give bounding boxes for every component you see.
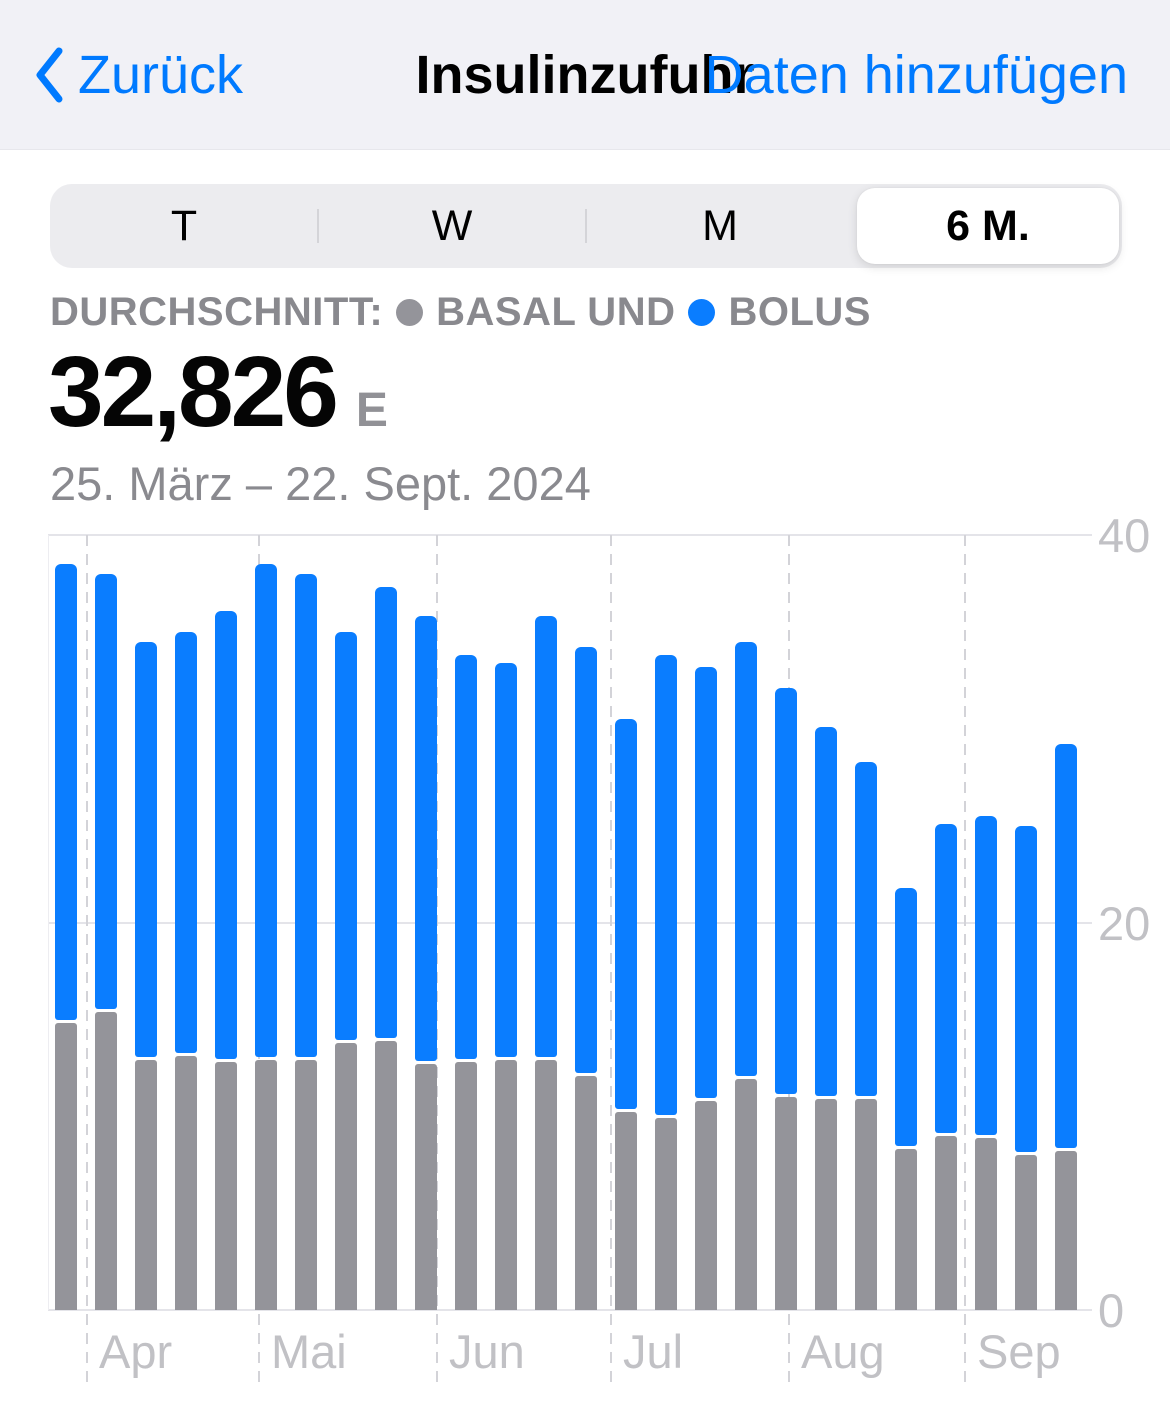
- bar-week13-basal[interactable]: [535, 1060, 557, 1310]
- bar-week5-basal[interactable]: [215, 1062, 237, 1310]
- chart-legend: DURCHSCHNITT: BASAL UND BOLUS: [50, 290, 871, 335]
- bar-week17-bolus[interactable]: [695, 666, 717, 1098]
- bolus-dot-icon: [688, 299, 716, 326]
- bar-week22-bolus[interactable]: [895, 887, 917, 1147]
- page-title: Insulinzufuhr: [415, 45, 755, 105]
- segment-separator: [585, 209, 587, 243]
- bar-week11-bolus[interactable]: [455, 655, 477, 1059]
- bar-week1-basal[interactable]: [55, 1023, 77, 1310]
- bar-week26-bolus[interactable]: [1055, 744, 1077, 1149]
- bar-week2-basal[interactable]: [95, 1011, 117, 1310]
- bar-week19-bolus[interactable]: [775, 688, 797, 1094]
- bar-week4-basal[interactable]: [175, 1056, 197, 1310]
- y-axis-label-20: 20: [1098, 896, 1151, 950]
- legend-average-label: DURCHSCHNITT:: [50, 290, 384, 334]
- average-value: 32,826: [48, 336, 339, 448]
- bar-week4-bolus[interactable]: [175, 631, 197, 1054]
- back-button-label: Zurück: [78, 45, 244, 105]
- segment-separator: [317, 209, 319, 243]
- bar-week12-basal[interactable]: [495, 1060, 517, 1310]
- month-gridline-jul: [610, 535, 612, 1382]
- bar-week6-bolus[interactable]: [255, 564, 277, 1058]
- average-unit: E: [355, 384, 388, 437]
- average-value-row: 32,826 E: [48, 340, 388, 445]
- bar-week20-basal[interactable]: [815, 1098, 837, 1310]
- bar-week18-basal[interactable]: [735, 1079, 757, 1310]
- add-data-button[interactable]: Daten hinzufügen: [704, 45, 1128, 105]
- bar-week20-bolus[interactable]: [815, 726, 837, 1096]
- bar-week21-basal[interactable]: [855, 1098, 877, 1310]
- month-gridline-sep: [964, 535, 966, 1382]
- segment-option-6m[interactable]: 6 M.: [946, 201, 1030, 250]
- bar-week1-bolus[interactable]: [55, 564, 77, 1021]
- bar-week19-basal[interactable]: [775, 1096, 797, 1310]
- bar-week7-basal[interactable]: [295, 1060, 317, 1310]
- x-axis-label-jun: Jun: [449, 1325, 525, 1378]
- bar-week25-basal[interactable]: [1015, 1155, 1037, 1310]
- bar-week15-basal[interactable]: [615, 1112, 637, 1310]
- segment-option-t[interactable]: T: [170, 201, 198, 250]
- back-button[interactable]: Zurück: [34, 0, 243, 150]
- nav-bar: Zurück Insulinzufuhr Daten hinzufügen: [0, 0, 1170, 150]
- bar-week3-basal[interactable]: [135, 1060, 157, 1310]
- bar-week6-basal[interactable]: [255, 1060, 277, 1310]
- bar-week3-bolus[interactable]: [135, 641, 157, 1058]
- bar-week16-basal[interactable]: [655, 1118, 677, 1310]
- bar-week8-basal[interactable]: [335, 1042, 357, 1310]
- bar-week5-bolus[interactable]: [215, 610, 237, 1059]
- bar-week2-bolus[interactable]: [95, 573, 117, 1009]
- segment-option-m[interactable]: M: [702, 201, 738, 250]
- bar-week10-basal[interactable]: [415, 1063, 437, 1310]
- bar-week26-basal[interactable]: [1055, 1151, 1077, 1310]
- bar-week17-basal[interactable]: [695, 1100, 717, 1310]
- y-axis-label-40: 40: [1098, 509, 1151, 562]
- basal-dot-icon: [396, 299, 424, 326]
- bar-week8-bolus[interactable]: [335, 631, 357, 1040]
- bar-week23-basal[interactable]: [935, 1135, 957, 1310]
- x-axis-label-apr: Apr: [99, 1325, 173, 1378]
- time-range-segmented-control: T W M 6 M.: [50, 184, 1122, 268]
- bar-week11-basal[interactable]: [455, 1062, 477, 1310]
- bar-week14-basal[interactable]: [575, 1075, 597, 1310]
- y-gridline-40: [48, 534, 1092, 536]
- bar-week15-bolus[interactable]: [615, 719, 637, 1110]
- bar-week7-bolus[interactable]: [295, 573, 317, 1058]
- segment-option-w[interactable]: W: [431, 201, 473, 250]
- bar-week12-bolus[interactable]: [495, 662, 517, 1058]
- x-axis-label-jul: Jul: [623, 1325, 684, 1378]
- y-axis-label-0: 0: [1098, 1284, 1125, 1337]
- bar-week13-bolus[interactable]: [535, 616, 557, 1058]
- bar-week22-basal[interactable]: [895, 1149, 917, 1310]
- bar-week9-basal[interactable]: [375, 1040, 397, 1310]
- chevron-left-icon: [34, 46, 64, 104]
- bar-week16-bolus[interactable]: [655, 655, 677, 1116]
- bar-week18-bolus[interactable]: [735, 641, 757, 1077]
- bar-week23-bolus[interactable]: [935, 823, 957, 1133]
- bar-week24-bolus[interactable]: [975, 815, 997, 1135]
- bar-week10-bolus[interactable]: [415, 616, 437, 1061]
- bar-week9-bolus[interactable]: [375, 587, 397, 1038]
- bar-week14-bolus[interactable]: [575, 647, 597, 1073]
- bar-week24-basal[interactable]: [975, 1137, 997, 1310]
- x-axis-label-sep: Sep: [977, 1325, 1061, 1378]
- plot-left-edge: [48, 535, 49, 1310]
- x-axis-label-aug: Aug: [801, 1325, 885, 1378]
- month-gridline-apr: [86, 535, 88, 1382]
- legend-basal-label: BASAL UND: [436, 290, 676, 334]
- bar-week25-bolus[interactable]: [1015, 825, 1037, 1152]
- segmented-selected-pill: [857, 188, 1119, 264]
- date-range-label: 25. März – 22. Sept. 2024: [50, 457, 591, 510]
- bar-week21-bolus[interactable]: [855, 761, 877, 1096]
- x-axis-label-mai: Mai: [271, 1325, 347, 1378]
- legend-bolus-label: BOLUS: [728, 290, 871, 334]
